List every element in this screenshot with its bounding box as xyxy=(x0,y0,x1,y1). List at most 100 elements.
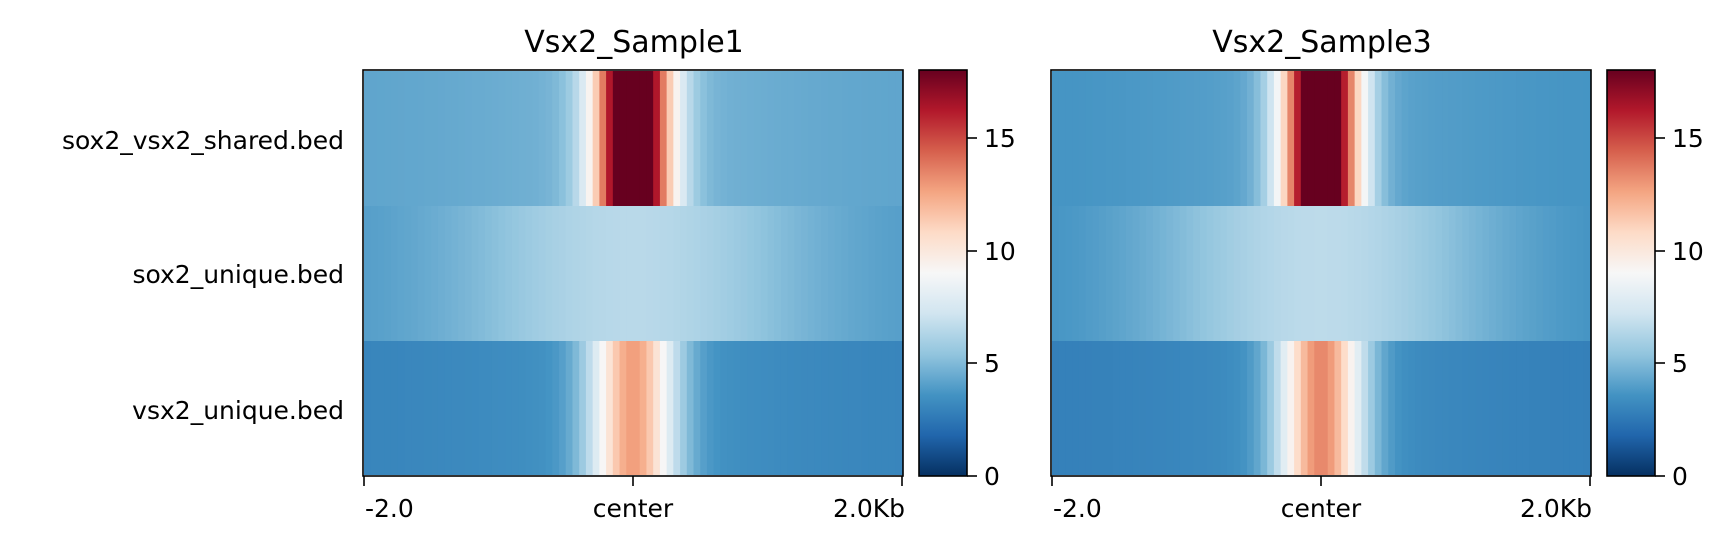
heatmap-cell xyxy=(1052,341,1060,475)
heatmap-cell xyxy=(1119,71,1127,207)
heatmap-cell xyxy=(760,341,769,475)
heatmap-cell xyxy=(619,206,627,342)
heatmap-cell xyxy=(1240,206,1248,342)
heatmap-cell xyxy=(532,341,540,475)
heatmap-cell xyxy=(1388,341,1396,475)
heatmap-cell xyxy=(814,206,822,342)
heatmap-cell xyxy=(720,71,728,207)
heatmap-cell xyxy=(754,71,762,207)
heatmap-cell xyxy=(1300,206,1309,342)
heatmap-cell xyxy=(1065,341,1073,475)
heatmap-cell xyxy=(1522,341,1531,475)
heatmap-cell xyxy=(754,206,762,342)
heatmap-cell xyxy=(1247,71,1255,207)
heatmap-cell xyxy=(700,206,708,342)
colorbar-1-label-10: 10 xyxy=(984,237,1016,266)
heatmap-cell xyxy=(471,71,479,207)
heatmap-cell xyxy=(787,341,795,475)
heatmap-cell xyxy=(740,71,748,207)
heatmap-cell xyxy=(686,206,695,342)
heatmap-cell xyxy=(747,71,755,207)
heatmap-cell xyxy=(1260,341,1268,475)
heatmap-cell xyxy=(1179,341,1188,475)
heatmap-cell xyxy=(895,341,903,475)
heatmap-cell xyxy=(821,71,829,207)
heatmap-cell xyxy=(404,206,412,342)
heatmap-cell xyxy=(1065,206,1073,342)
heatmap-cell xyxy=(727,71,735,207)
heatmap-cell xyxy=(1199,71,1208,207)
heatmap-cell xyxy=(559,71,567,207)
heatmap-cell xyxy=(1428,206,1436,342)
heatmap-cell xyxy=(1125,206,1134,342)
heatmap-cell xyxy=(1112,206,1120,342)
heatmap-cell xyxy=(1119,206,1127,342)
heatmap-cell xyxy=(1381,206,1389,342)
heatmap-cell xyxy=(451,341,459,475)
heatmap-cell xyxy=(431,341,439,475)
heatmap-cell xyxy=(559,206,567,342)
heatmap-cell xyxy=(1052,206,1060,342)
heatmap-cell xyxy=(1280,71,1288,207)
heatmap-cell xyxy=(1475,71,1483,207)
heatmap-cell xyxy=(1193,206,1201,342)
heatmap-cell xyxy=(861,206,869,342)
heatmap-cell xyxy=(1408,341,1416,475)
heatmap-cell xyxy=(1092,206,1100,342)
heatmap-cell xyxy=(1482,71,1490,207)
heatmap-cell xyxy=(680,71,688,207)
heatmap-cell xyxy=(848,206,856,342)
heatmap-cell xyxy=(1334,71,1342,207)
heatmap-cell xyxy=(834,341,843,475)
heatmap-cell xyxy=(1226,341,1235,475)
heatmap-cell xyxy=(491,206,500,342)
heatmap-cell xyxy=(854,206,863,342)
heatmap-cell xyxy=(411,341,419,475)
heatmap-cell xyxy=(1569,206,1578,342)
heatmap-cell xyxy=(397,71,405,207)
heatmap-cell xyxy=(1509,206,1517,342)
heatmap-cell xyxy=(1139,206,1147,342)
heatmap-cell xyxy=(1193,71,1201,207)
heatmap-cell xyxy=(1078,206,1087,342)
heatmap-cell xyxy=(390,71,399,207)
panel-2-rows xyxy=(1052,71,1591,475)
heatmap-cell xyxy=(525,206,533,342)
heatmap-cell xyxy=(666,71,674,207)
heatmap-cell xyxy=(491,341,500,475)
heatmap-cell xyxy=(1307,341,1315,475)
heatmap-cell xyxy=(700,71,708,207)
heatmap-cell xyxy=(706,206,715,342)
heatmap-cell xyxy=(1052,71,1060,207)
panel-1-xtick-label-right: 2.0Kb xyxy=(833,494,905,523)
heatmap-cell xyxy=(458,341,466,475)
heatmap-cell xyxy=(599,206,607,342)
heatmap-cell xyxy=(511,71,520,207)
heatmap-cell xyxy=(787,71,795,207)
heatmap-cell xyxy=(1058,71,1067,207)
heatmap-cell xyxy=(1388,206,1396,342)
heatmap-cell xyxy=(861,71,869,207)
heatmap-cell xyxy=(760,71,769,207)
heatmap-cell xyxy=(1220,341,1228,475)
colorbar-2-label-10: 10 xyxy=(1672,237,1704,266)
heatmap-cell xyxy=(1119,341,1127,475)
heatmap-cell xyxy=(552,341,560,475)
heatmap-cell xyxy=(1341,71,1349,207)
heatmap-cell xyxy=(1516,71,1524,207)
heatmap-cell xyxy=(706,71,715,207)
heatmap-cell xyxy=(801,71,809,207)
heatmap-cell xyxy=(673,71,681,207)
heatmap-cell xyxy=(659,206,668,342)
heatmap-cell xyxy=(814,341,822,475)
heatmap-cell xyxy=(740,206,748,342)
heatmap-cell xyxy=(1213,341,1221,475)
heatmap-cell xyxy=(1468,341,1477,475)
heatmap-cell xyxy=(1522,206,1531,342)
heatmap-cell xyxy=(633,206,641,342)
heatmap-cell xyxy=(498,71,506,207)
heatmap-cell xyxy=(821,341,829,475)
heatmap-cell xyxy=(538,71,547,207)
heatmap-row-3 xyxy=(364,341,903,475)
heatmap-cell xyxy=(1085,206,1093,342)
